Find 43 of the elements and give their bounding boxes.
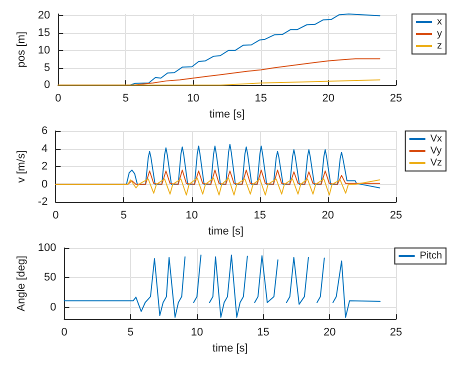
x-axis-title: time [s] <box>209 108 245 120</box>
y-tick-label: 0 <box>50 301 56 314</box>
x-axis-title: time [s] <box>208 226 244 238</box>
x-tick-label: 10 <box>186 210 198 222</box>
y-tick-label: 0 <box>44 79 50 92</box>
y-tick-label: 15 <box>38 27 50 40</box>
y-tick-label: -2 <box>38 196 48 208</box>
legend-label: Vy <box>430 146 442 156</box>
legend-label: Pitch <box>420 250 442 262</box>
x-tick-label: 10 <box>187 92 200 105</box>
legend-label: Vz <box>430 158 442 168</box>
x-axis-title: time [s] <box>212 342 248 354</box>
x-tick-label: 20 <box>324 326 336 339</box>
y-tick-label: 10 <box>38 44 50 56</box>
y-tick-label: 20 <box>38 10 50 22</box>
legend-label: z <box>437 40 442 52</box>
y-tick-label: 6 <box>42 125 48 137</box>
legend-label: y <box>437 28 442 40</box>
x-tick-label: 15 <box>254 92 267 105</box>
x-tick-label: 5 <box>128 326 134 339</box>
y-tick-label: 4 <box>42 142 48 155</box>
legend-label: x <box>437 16 442 28</box>
y-tick-label: 100 <box>38 242 56 254</box>
x-tick-label: 5 <box>122 92 129 105</box>
x-tick-label: 15 <box>257 326 270 339</box>
y-axis-title: Angle [deg] <box>16 256 28 312</box>
line-series <box>55 178 380 196</box>
legend-label: Vx <box>430 134 442 144</box>
x-tick-label: 25 <box>390 92 402 105</box>
x-tick-label: 20 <box>322 210 334 222</box>
y-tick-label: 50 <box>44 272 56 284</box>
y-axis-title: pos [m] <box>16 32 28 68</box>
x-tick-label: 20 <box>322 92 335 105</box>
x-tick-label: 10 <box>190 326 204 339</box>
y-axis-title: v [m/s] <box>16 150 28 183</box>
x-tick-label: 0 <box>61 326 68 339</box>
y-tick-label: 5 <box>44 62 50 74</box>
x-tick-label: 15 <box>254 210 266 222</box>
x-tick-label: 25 <box>390 210 402 222</box>
x-tick-label: 5 <box>120 210 127 222</box>
y-tick-label: 0 <box>42 178 48 190</box>
x-tick-label: 25 <box>390 326 402 339</box>
y-tick-label: 2 <box>42 160 48 173</box>
